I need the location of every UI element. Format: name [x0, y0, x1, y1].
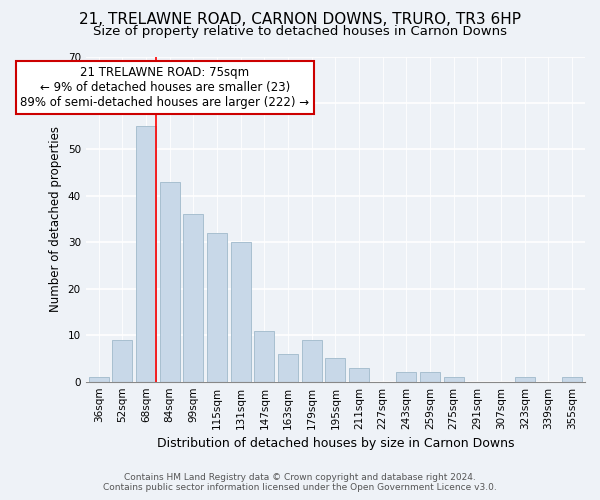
Text: 21, TRELAWNE ROAD, CARNON DOWNS, TRURO, TR3 6HP: 21, TRELAWNE ROAD, CARNON DOWNS, TRURO, … [79, 12, 521, 28]
Text: Size of property relative to detached houses in Carnon Downs: Size of property relative to detached ho… [93, 25, 507, 38]
Bar [349, 368, 369, 382]
Bar [325, 358, 346, 382]
Bar [443, 377, 464, 382]
Bar [230, 242, 251, 382]
Text: 21 TRELAWNE ROAD: 75sqm
← 9% of detached houses are smaller (23)
89% of semi-det: 21 TRELAWNE ROAD: 75sqm ← 9% of detached… [20, 66, 310, 109]
Text: Contains HM Land Registry data © Crown copyright and database right 2024.
Contai: Contains HM Land Registry data © Crown c… [103, 473, 497, 492]
Bar [207, 233, 227, 382]
Bar [420, 372, 440, 382]
Bar [136, 126, 156, 382]
Y-axis label: Number of detached properties: Number of detached properties [49, 126, 62, 312]
Bar [396, 372, 416, 382]
Bar [254, 330, 274, 382]
Bar [184, 214, 203, 382]
Bar [562, 377, 582, 382]
Bar [160, 182, 180, 382]
Bar [112, 340, 133, 382]
Bar [515, 377, 535, 382]
X-axis label: Distribution of detached houses by size in Carnon Downs: Distribution of detached houses by size … [157, 437, 514, 450]
Bar [89, 377, 109, 382]
Bar [302, 340, 322, 382]
Bar [278, 354, 298, 382]
